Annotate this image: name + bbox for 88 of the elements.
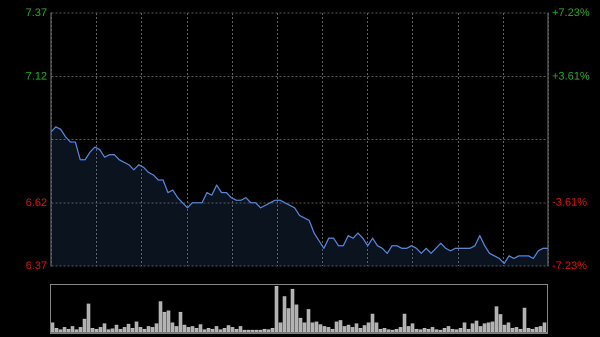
bar [206,328,210,332]
bar [274,286,278,332]
bar [410,323,414,332]
bar [234,328,238,332]
bar [190,326,194,332]
y2-tick-label: -3.61% [552,196,588,209]
bar [538,326,542,332]
bar [454,329,458,332]
y2-tick-label: +7.23% [552,7,590,20]
y-tick-label: 7.12 [26,70,47,82]
y2-tick-label: -7.23% [552,260,588,272]
bar [542,322,546,332]
bar [418,329,422,332]
bar [494,306,498,332]
bar [482,323,486,332]
bar [394,328,398,332]
bar [158,301,162,332]
bar [194,328,198,332]
bar [346,324,350,332]
bar [94,328,98,332]
bar [238,326,242,332]
y-tick-label: 6.37 [26,260,47,272]
bar [326,327,330,332]
bar [62,327,66,332]
bar [486,322,490,332]
bar [318,324,322,332]
bar [86,304,90,332]
bar [474,320,478,332]
bar [70,326,74,332]
bar [214,326,218,332]
bar [222,328,226,332]
bar [522,308,526,332]
bar [322,326,326,332]
bar [226,325,230,332]
bar [446,326,450,332]
bar [166,310,170,332]
bar [370,314,374,332]
bar [146,326,150,332]
bar [530,328,534,332]
bar [210,328,214,332]
bar [122,327,126,332]
bar [362,325,366,332]
bar [66,328,70,332]
bar [150,327,154,332]
bar [422,328,426,332]
bar [434,329,438,332]
bar [102,323,106,332]
bar [50,322,54,332]
bar [386,329,390,332]
bar [58,329,62,332]
bar [198,324,202,332]
bar [334,322,338,332]
bar [218,329,222,332]
bar [110,328,114,332]
bar [126,324,130,332]
bar [118,328,122,332]
bar [186,327,190,332]
bar [534,327,538,332]
bar [338,320,342,332]
bar [230,327,234,332]
bar [426,328,430,332]
bar [266,329,270,332]
bar [178,312,182,332]
y-tick-label: 6.62 [26,196,47,209]
bar [382,328,386,332]
bar [74,329,78,332]
bar [514,327,518,332]
bar [262,328,266,332]
bar [134,322,138,332]
bar [290,288,294,332]
bar [306,309,310,332]
bar [114,324,118,332]
bar [142,328,146,332]
bar [450,328,454,332]
bar [442,328,446,332]
bar [354,323,358,332]
bar [314,322,318,332]
bar [462,322,466,332]
bar [282,296,286,332]
bar [402,314,406,332]
y-tick-label: 7.37 [26,7,47,20]
bar [506,322,510,332]
bar [350,327,354,332]
bar [98,327,102,332]
bar [358,328,362,332]
bar [430,327,434,332]
y2-tick-label: +3.61% [552,70,590,82]
bar [470,323,474,332]
